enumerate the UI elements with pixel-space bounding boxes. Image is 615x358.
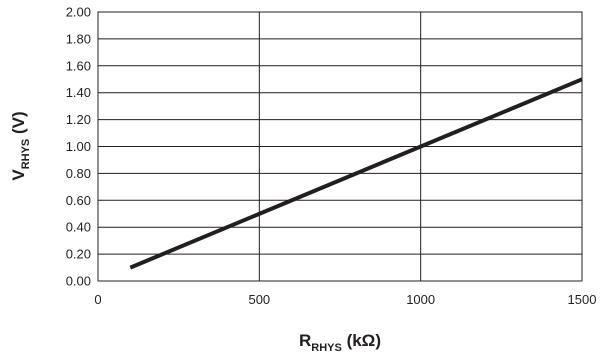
x-tick-label: 1000 [406, 292, 435, 307]
y-tick-label: 0.40 [66, 220, 91, 235]
x-tick-label: 0 [94, 292, 101, 307]
x-tick-label: 1500 [568, 292, 597, 307]
y-tick-label: 1.20 [66, 112, 91, 127]
plot-area-frame [97, 11, 583, 282]
y-tick-labels: 0.00 0.20 0.40 0.60 0.80 1.00 1.20 1.40 1.60 1.80… [66, 5, 91, 289]
y-tick-label: 1.60 [66, 58, 91, 73]
x-tick-label: 500 [248, 292, 270, 307]
x-axis-label-subscript: RHYS [311, 342, 342, 354]
y-tick-label: 0.60 [66, 193, 91, 208]
series-line [129, 77, 583, 270]
y-tick-label: 1.80 [66, 31, 91, 46]
y-tick-label: 0.20 [66, 247, 91, 262]
x-axis-label-main: R [299, 331, 311, 350]
y-tick-label: 2.00 [66, 5, 91, 20]
series-group [129, 77, 583, 270]
grid-lines [97, 11, 583, 282]
y-axis-label-unit: (V) [9, 111, 28, 138]
x-axis-label: RRHYS (kΩ) [299, 331, 381, 354]
y-tick-label: 0.80 [66, 166, 91, 181]
y-axis-label-main: V [9, 169, 28, 181]
y-tick-label: 1.40 [66, 85, 91, 100]
y-tick-label: 1.00 [66, 139, 91, 154]
y-tick-label: 0.00 [66, 274, 91, 289]
x-tick-labels: 0 500 1000 1500 [94, 292, 596, 307]
x-axis-label-unit: (kΩ) [342, 331, 381, 350]
y-axis-label-subscript: RHYS [20, 139, 32, 170]
y-axis-label: VRHYS (V) [9, 111, 32, 180]
